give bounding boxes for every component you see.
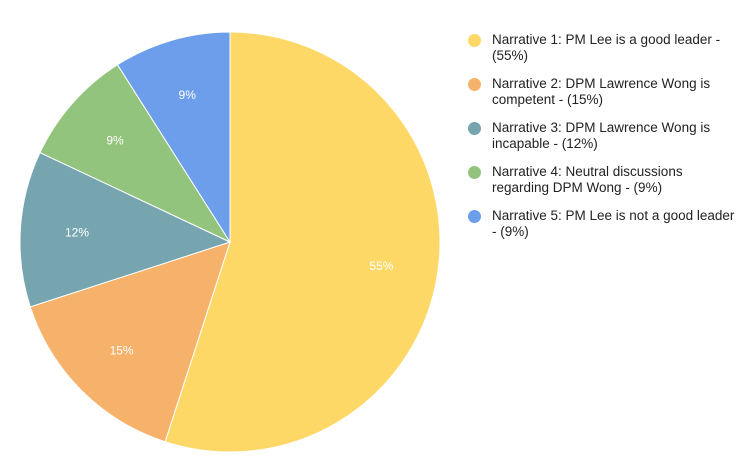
pie-slice-4 xyxy=(39,64,232,244)
legend-label-2: Narrative 2: DPM Lawrence Wong is compet… xyxy=(492,76,711,107)
legend-item-1: Narrative 1: PM Lee is a good leader - (… xyxy=(466,32,736,64)
pie-slice-1 xyxy=(164,31,441,453)
slice-label-1: 55% xyxy=(369,259,393,273)
legend-label-4: Narrative 4: Neutral discussions regardi… xyxy=(492,164,683,195)
legend-label-1: Narrative 1: PM Lee is a good leader - (… xyxy=(492,32,721,63)
legend-swatch-1 xyxy=(468,34,481,47)
legend-swatch-5 xyxy=(468,210,481,223)
legend-item-5: Narrative 5: PM Lee is not a good leader… xyxy=(466,208,736,240)
legend-item-2: Narrative 2: DPM Lawrence Wong is compet… xyxy=(466,76,736,108)
slice-label-3: 12% xyxy=(65,225,89,239)
legend-swatch-2 xyxy=(468,78,481,91)
slice-label-4: 9% xyxy=(106,134,124,148)
legend-item-4: Narrative 4: Neutral discussions regardi… xyxy=(466,164,736,196)
legend-swatch-3 xyxy=(468,122,481,135)
slice-label-5: 9% xyxy=(179,88,197,102)
slice-label-2: 15% xyxy=(110,343,134,357)
legend-swatch-4 xyxy=(468,166,481,179)
pie-slice-5 xyxy=(116,31,231,244)
pie-slice-2 xyxy=(29,241,231,443)
legend-label-3: Narrative 3: DPM Lawrence Wong is incapa… xyxy=(492,120,711,151)
legend-item-3: Narrative 3: DPM Lawrence Wong is incapa… xyxy=(466,120,736,152)
pie-slice-3 xyxy=(19,151,232,308)
legend-label-5: Narrative 5: PM Lee is not a good leader… xyxy=(492,208,735,239)
legend: Narrative 1: PM Lee is a good leader - (… xyxy=(466,32,736,252)
